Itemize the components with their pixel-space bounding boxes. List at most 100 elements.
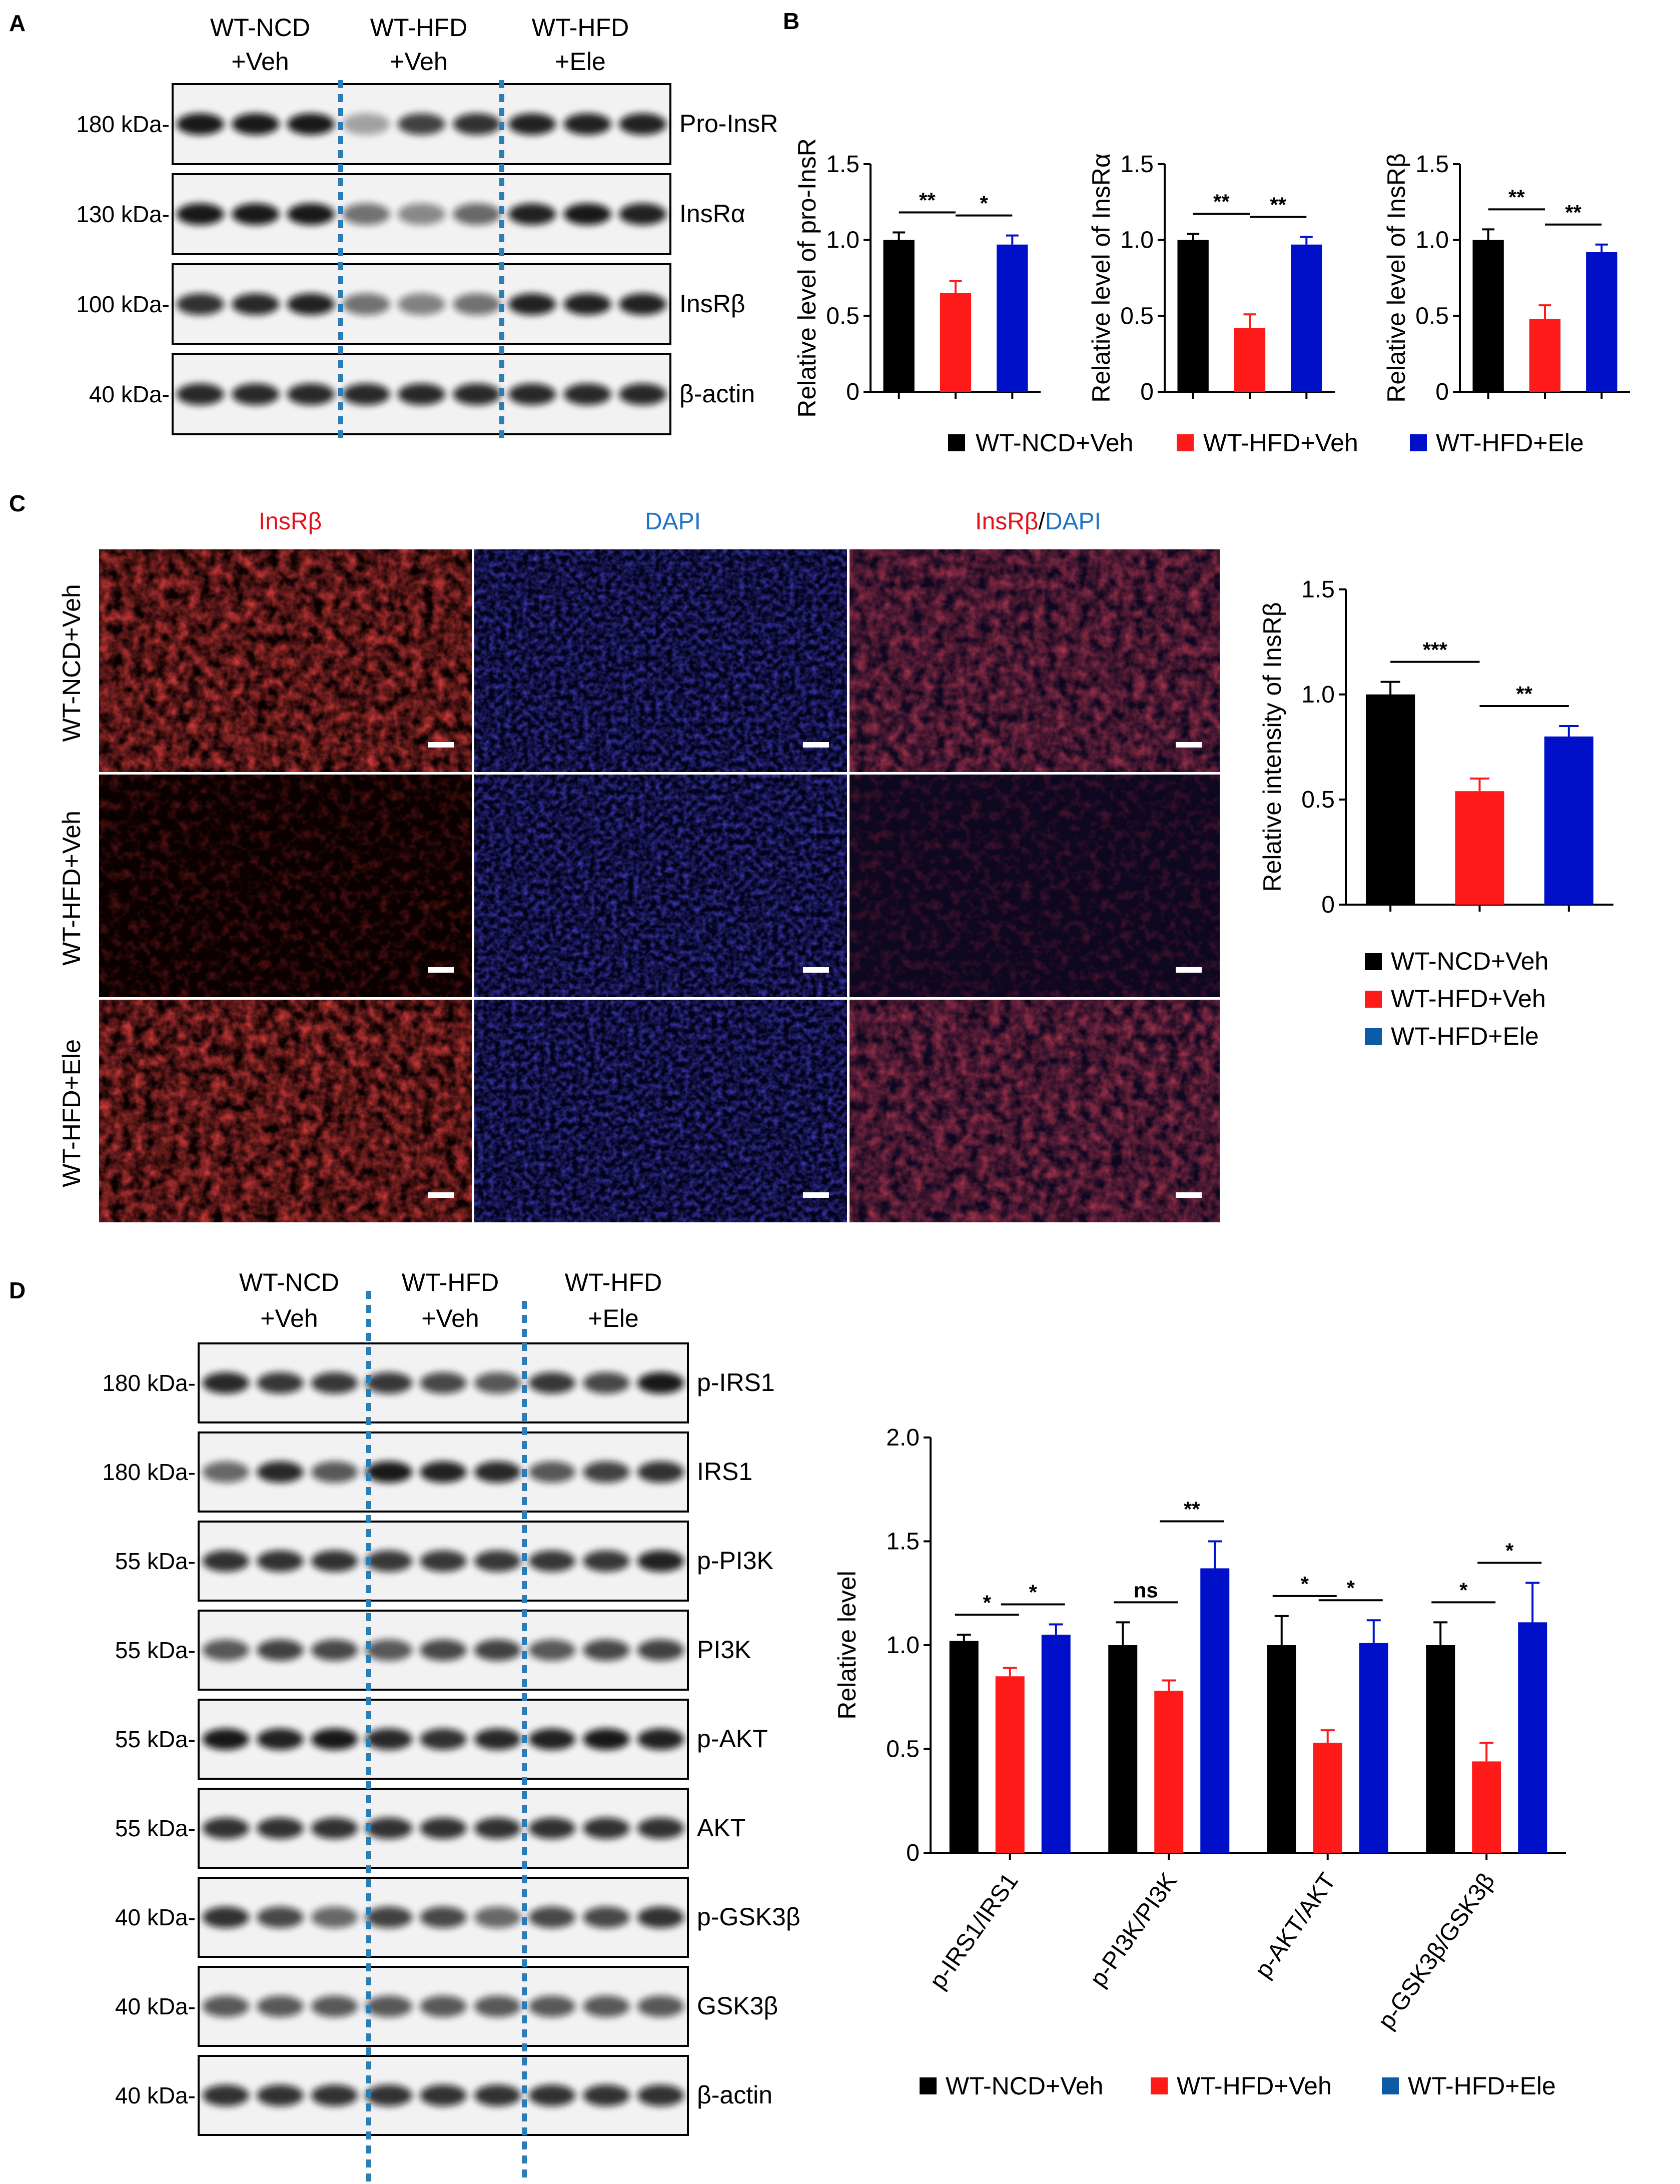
bar — [1472, 1761, 1501, 1853]
micrograph-insr-texture — [99, 775, 472, 997]
blot-band — [420, 1550, 467, 1572]
blot-band — [528, 1550, 576, 1572]
blot-band — [528, 1995, 576, 2017]
scale-bar — [1176, 742, 1202, 748]
blot-band — [474, 2084, 521, 2106]
sig-label: * — [983, 1591, 992, 1614]
kda-marker: 180 kDa- — [102, 1459, 196, 1485]
blot-band — [202, 1550, 250, 1572]
y-tick-label: 1.0 — [1415, 227, 1449, 254]
x-tick-label: p-IRS1/IRS1 — [925, 1868, 1024, 1994]
legend-c: WT-NCD+Veh WT-HFD+Veh WT-HFD+Ele — [1365, 947, 1548, 1050]
blot-band — [202, 1906, 250, 1928]
blot-band — [583, 1461, 630, 1483]
blot-band — [453, 113, 501, 135]
scale-bar — [1176, 967, 1202, 973]
legend-swatch-ncd — [1365, 953, 1382, 970]
group-label-ncd-line2: +Veh — [260, 1304, 318, 1332]
sig-label: ** — [1508, 185, 1525, 209]
blot-band — [508, 203, 556, 225]
micrograph-merge-overlay — [850, 1000, 1220, 1222]
scale-bar — [428, 1192, 454, 1198]
blot-band — [311, 1372, 358, 1394]
y-tick-label: 0 — [1435, 379, 1449, 405]
sig-label: * — [1301, 1572, 1309, 1596]
blot-band — [528, 1461, 576, 1483]
kda-marker: 180 kDa- — [102, 1370, 196, 1396]
blot-band — [637, 1639, 684, 1661]
sig-label: ** — [919, 189, 936, 212]
blot-band — [397, 113, 446, 135]
blot-band — [342, 383, 390, 405]
legend-swatch-ncd — [948, 434, 965, 451]
blot-band — [583, 1906, 630, 1928]
group-label-ele-line1: WT-HFD — [565, 1268, 662, 1296]
kda-marker: 180 kDa- — [76, 111, 170, 137]
micrograph-merge-overlay — [850, 549, 1220, 772]
scale-bar — [803, 967, 829, 973]
sig-label: * — [1505, 1539, 1514, 1563]
blot-band — [202, 1728, 250, 1750]
micrograph-insr-texture — [850, 549, 1220, 772]
row-label-ele: WT-HFD+Ele — [58, 1039, 86, 1187]
blot-band — [563, 203, 611, 225]
blot-band — [287, 293, 335, 315]
group-label-hfd-line2: +Veh — [421, 1304, 479, 1332]
blot-band — [528, 1817, 576, 1839]
group-label-hfd-line2: +Veh — [390, 48, 447, 76]
kda-marker: 40 kDa- — [115, 2082, 196, 2108]
blot-band — [563, 293, 611, 315]
blot-band — [528, 1906, 576, 1928]
blot-band — [637, 1995, 684, 2017]
kda-marker: 100 kDa- — [76, 291, 170, 317]
legend-label-hfd: WT-HFD+Veh — [1177, 2072, 1332, 2100]
group-label-ncd-line1: WT-NCD — [239, 1268, 339, 1296]
y-axis-label: Relative level of InsRβ — [1382, 153, 1410, 402]
bar — [1426, 1645, 1455, 1853]
row-label-hfd: WT-HFD+Veh — [58, 811, 86, 966]
blot-band — [583, 1728, 630, 1750]
sig-label: * — [1029, 1581, 1038, 1604]
y-tick-label: 1.5 — [886, 1529, 920, 1555]
group-label-hfd-line1: WT-HFD — [370, 14, 467, 42]
y-axis-label: Relative intensity of InsRβ — [1258, 602, 1286, 892]
y-tick-label: 0.5 — [1301, 787, 1335, 813]
group-label-ele-line2: +Ele — [555, 48, 605, 76]
blot-band — [563, 383, 611, 405]
panel-a-blot: WT-NCD +Veh WT-HFD +Veh WT-HFD +Ele Pro-… — [76, 14, 778, 438]
bar — [1529, 319, 1561, 392]
blot-band — [474, 1817, 521, 1839]
blot-band — [420, 1728, 467, 1750]
panel-label-d: D — [9, 1277, 26, 1303]
legend-label-ele: WT-HFD+Ele — [1408, 2072, 1556, 2100]
blot-band — [619, 203, 667, 225]
bar — [1267, 1645, 1296, 1853]
blot-band — [176, 383, 224, 405]
kda-marker: 55 kDa- — [115, 1815, 196, 1841]
y-tick-label: 1.5 — [1301, 576, 1335, 603]
y-tick-label: 0 — [1140, 379, 1154, 405]
blot-band — [257, 1372, 304, 1394]
blot-band — [365, 2084, 413, 2106]
blot-band — [474, 1372, 521, 1394]
x-tick-label: p-GSK3β/GSK3β — [1373, 1868, 1500, 2034]
legend-label-ele: WT-HFD+Ele — [1391, 1022, 1539, 1050]
protein-label: AKT — [697, 1814, 745, 1842]
legend-swatch-hfd — [1365, 991, 1382, 1008]
blot-band — [342, 113, 390, 135]
bar — [1544, 737, 1593, 905]
row-label-ncd: WT-NCD+Veh — [58, 584, 86, 742]
sig-label: ns — [1134, 1578, 1158, 1602]
blot-band — [257, 1817, 304, 1839]
sig-label: * — [980, 192, 988, 215]
protein-label: p-GSK3β — [697, 1903, 800, 1931]
protein-label: PI3K — [697, 1636, 751, 1664]
blot-band — [202, 1995, 250, 2017]
blot-band — [583, 2084, 630, 2106]
blot-band — [176, 203, 224, 225]
blot-band — [619, 113, 667, 135]
blot-band — [202, 1461, 250, 1483]
blot-band — [397, 383, 446, 405]
blot-band — [474, 1906, 521, 1928]
